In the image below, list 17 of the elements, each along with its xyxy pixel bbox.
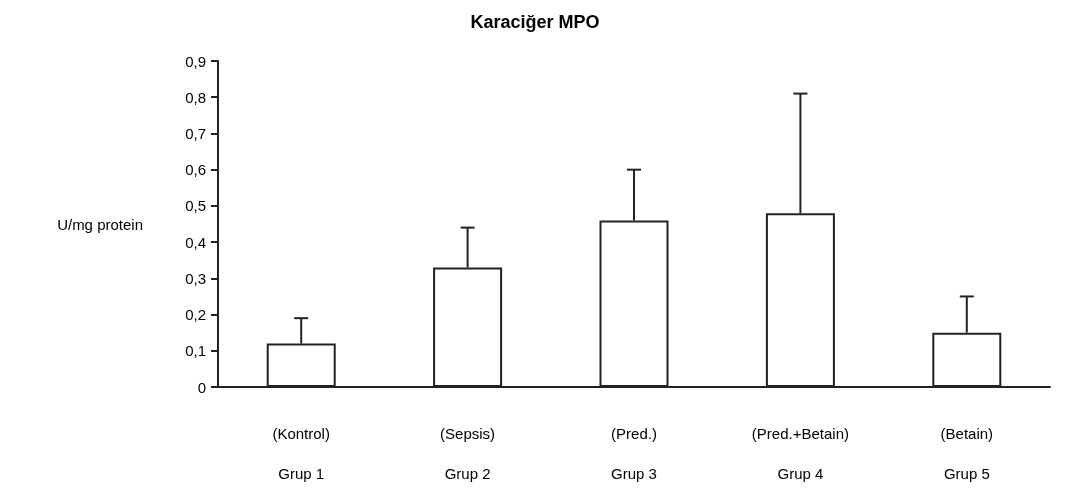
y-tick-label: 0,1 <box>185 342 206 360</box>
y-axis-title: U/mg protein <box>57 215 143 233</box>
category-label: (Pred.+Betain) Grup 4 <box>751 424 849 482</box>
category-label: (Kontrol) Grup 1 <box>272 424 330 482</box>
category-label: (Pred.) Grup 3 <box>611 424 657 482</box>
category-label: (Sepsis) Grup 2 <box>440 424 496 482</box>
y-tick-label: 0,6 <box>185 161 206 179</box>
chart-title: Karaciğer MPO <box>470 12 600 32</box>
y-tick-label: 0,7 <box>185 124 206 142</box>
category-label: (Betain) Grup 5 <box>940 424 994 482</box>
y-tick-label: 0,4 <box>185 233 206 251</box>
y-tick-label: 0,2 <box>185 306 206 324</box>
y-tick-label: 0,3 <box>185 269 206 287</box>
y-tick-label: 0,9 <box>185 52 206 70</box>
y-tick-label: 0 <box>197 378 206 396</box>
y-tick-label: 0,5 <box>185 197 206 215</box>
y-tick-label: 0,8 <box>185 88 206 106</box>
